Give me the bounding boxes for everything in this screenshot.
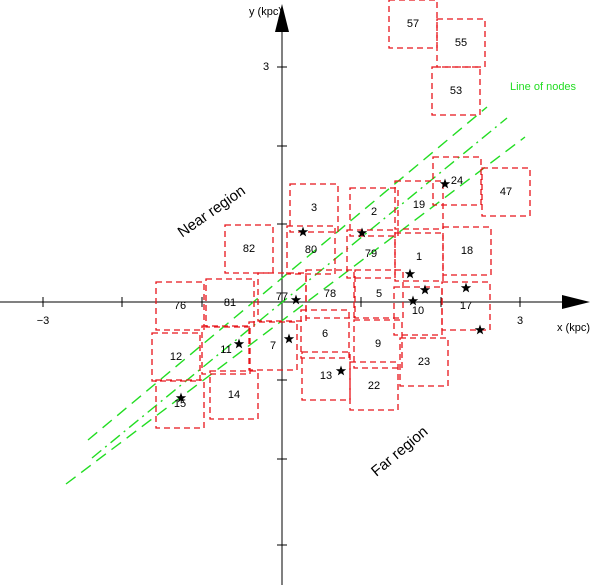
field-label: 76 [174,300,186,312]
line-of-nodes-label: Line of nodes [510,81,577,93]
field-box [394,180,444,230]
y-axis-label: y (kpc) [249,6,282,18]
line-of-nodes [91,117,508,459]
field-box [442,226,492,276]
field-box [248,321,298,371]
y-tick-label: 3 [263,61,269,73]
field-box [301,351,351,401]
field-label: 12 [170,351,182,363]
field-label: 10 [412,305,424,317]
x-tick-label: 3 [517,315,523,327]
x-axis-label: x (kpc) [557,322,590,334]
node-line-upper [87,106,488,441]
field-box [388,0,438,49]
field-label: 13 [320,370,332,382]
star [175,392,187,403]
field-box [286,225,336,275]
star [283,333,295,344]
field-label: 5 [376,288,382,300]
near-region-label: Near region [175,182,249,241]
star [233,338,245,349]
field-label: 1 [416,251,422,263]
field-label: 23 [418,356,430,368]
star [356,227,368,238]
field-box [201,325,251,375]
field-label: 19 [413,199,425,211]
star [419,284,431,295]
star [407,295,419,306]
star [474,324,486,335]
field-box [353,319,403,369]
x-arrow [562,295,590,309]
field-label: 82 [243,243,255,255]
field-label: 55 [455,37,467,49]
node-line-lower [65,136,526,485]
field-label: 9 [375,338,381,350]
field-label: 57 [407,18,419,30]
field-label: 79 [365,248,377,260]
field-box [436,18,486,68]
field-label: 80 [305,244,317,256]
field-box [289,183,339,233]
field-label: 81 [224,297,236,309]
field-label: 24 [451,175,463,187]
star [297,226,309,237]
field-box [441,281,491,331]
field-box [155,281,205,331]
field-box [481,167,531,217]
field-box [354,269,404,319]
field-box [349,361,399,411]
field-label: 47 [500,186,512,198]
field-box [155,379,205,429]
far-region-label: Far region [368,423,431,480]
field-label: 14 [228,389,240,401]
field-label: 18 [461,245,473,257]
field-box [205,278,255,328]
field-label: 77 [276,291,288,303]
star [460,282,472,293]
field-label: 6 [322,328,328,340]
field-label: 53 [450,85,462,97]
field-label: 2 [371,206,377,218]
field-box [300,309,350,359]
field-label: 22 [368,380,380,392]
field-label: 7 [270,340,276,352]
field-box [305,269,355,319]
field-box [399,337,449,387]
star [404,268,416,279]
field-box [431,66,481,116]
field-label: 11 [220,344,231,356]
field-label: 78 [324,288,336,300]
star [439,178,451,189]
field-box [209,370,259,420]
field-label: 17 [460,300,472,312]
field-label: 3 [311,202,317,214]
x-tick-label: −3 [37,315,50,327]
star [335,365,347,376]
field-box [224,224,274,274]
field-box [349,187,399,237]
field-box [151,332,201,382]
star [290,294,302,305]
field-box [432,156,482,206]
y-arrow [275,4,289,32]
